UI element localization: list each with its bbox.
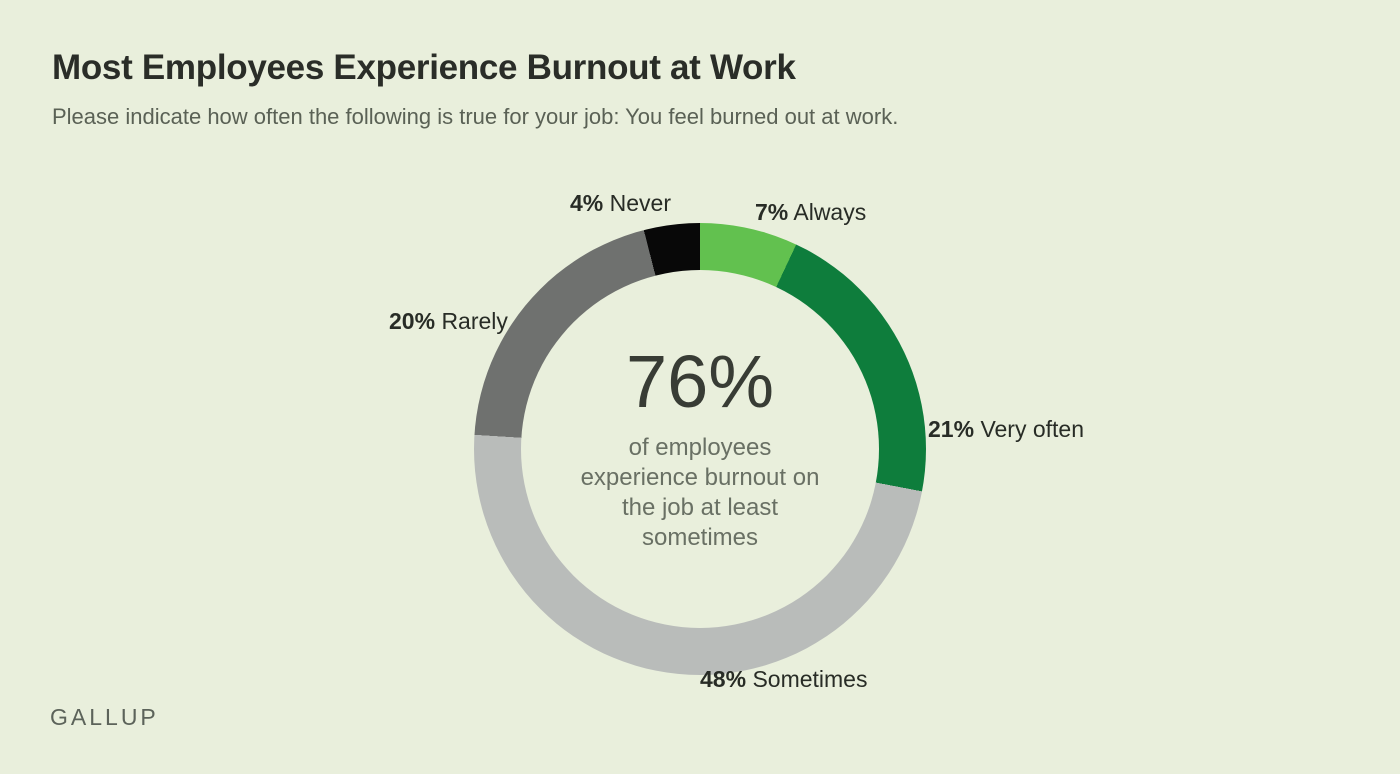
always-percent: 7%	[755, 199, 789, 225]
donut-center-text: 76% of employees experience burnout on t…	[474, 223, 926, 675]
donut-hole	[521, 270, 879, 628]
page-title: Most Employees Experience Burnout at Wor…	[52, 48, 796, 87]
very-often-percent: 21%	[928, 416, 975, 442]
donut-ring: 76% of employees experience burnout on t…	[474, 223, 926, 675]
slice-label-always: 7% Always	[755, 199, 866, 226]
slice-label-sometimes: 48% Sometimes	[700, 666, 867, 693]
sometimes-name: Sometimes	[752, 666, 868, 692]
sometimes-percent: 48%	[700, 666, 747, 692]
very-often-name: Very often	[980, 416, 1085, 442]
slice-label-rarely: 20% Rarely	[389, 308, 508, 335]
never-percent: 4%	[570, 190, 604, 216]
center-caption: of employees experience burnout on the j…	[580, 434, 820, 551]
page-subtitle: Please indicate how often the following …	[52, 104, 899, 129]
gallup-logo: GALLUP	[50, 704, 159, 730]
slice-label-very-often: 21% Very often	[928, 416, 1084, 443]
always-name: Always	[793, 199, 867, 225]
center-percentage: 76%	[625, 340, 775, 423]
slice-label-never: 4% Never	[570, 190, 671, 217]
never-name: Never	[609, 190, 671, 216]
rarely-name: Rarely	[441, 308, 508, 334]
rarely-percent: 20%	[389, 308, 436, 334]
